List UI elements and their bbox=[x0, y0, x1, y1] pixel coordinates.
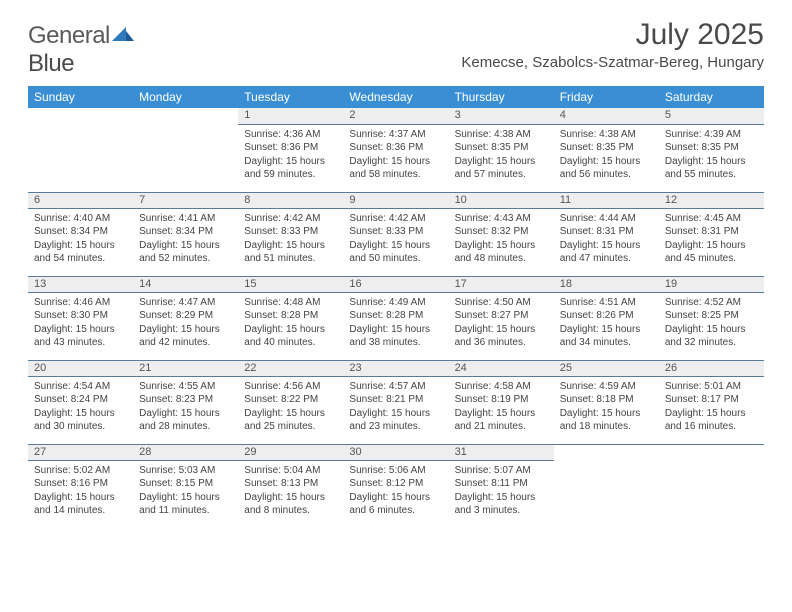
day-detail-cell: Sunrise: 4:37 AMSunset: 8:36 PMDaylight:… bbox=[343, 124, 448, 192]
day-number-cell: 5 bbox=[659, 108, 764, 124]
day-detail-cell: Sunrise: 5:06 AMSunset: 8:12 PMDaylight:… bbox=[343, 460, 448, 528]
day-detail-cell: Sunrise: 4:38 AMSunset: 8:35 PMDaylight:… bbox=[449, 124, 554, 192]
month-title: July 2025 bbox=[461, 18, 764, 52]
day-number-cell: 18 bbox=[554, 276, 659, 292]
day-detail-cell bbox=[554, 460, 659, 528]
day-number-row: 12345 bbox=[28, 108, 764, 124]
day-number-cell: 14 bbox=[133, 276, 238, 292]
calendar-table: SundayMondayTuesdayWednesdayThursdayFrid… bbox=[28, 86, 764, 528]
day-detail-cell: Sunrise: 4:42 AMSunset: 8:33 PMDaylight:… bbox=[238, 208, 343, 276]
day-detail-cell: Sunrise: 5:01 AMSunset: 8:17 PMDaylight:… bbox=[659, 376, 764, 444]
day-number-cell: 13 bbox=[28, 276, 133, 292]
day-number-row: 2728293031 bbox=[28, 444, 764, 460]
day-number-row: 13141516171819 bbox=[28, 276, 764, 292]
day-number-cell: 21 bbox=[133, 360, 238, 376]
day-number-cell: 10 bbox=[449, 192, 554, 208]
day-detail-cell: Sunrise: 4:41 AMSunset: 8:34 PMDaylight:… bbox=[133, 208, 238, 276]
logo-word2: Blue bbox=[28, 50, 74, 77]
day-number-cell bbox=[554, 444, 659, 460]
day-number-cell: 2 bbox=[343, 108, 448, 124]
day-number-cell: 16 bbox=[343, 276, 448, 292]
day-detail-cell: Sunrise: 4:44 AMSunset: 8:31 PMDaylight:… bbox=[554, 208, 659, 276]
day-of-week-row: SundayMondayTuesdayWednesdayThursdayFrid… bbox=[28, 86, 764, 108]
day-detail-cell: Sunrise: 4:56 AMSunset: 8:22 PMDaylight:… bbox=[238, 376, 343, 444]
day-number-cell: 8 bbox=[238, 192, 343, 208]
day-detail-cell: Sunrise: 5:03 AMSunset: 8:15 PMDaylight:… bbox=[133, 460, 238, 528]
day-number-cell: 29 bbox=[238, 444, 343, 460]
day-detail-cell: Sunrise: 4:38 AMSunset: 8:35 PMDaylight:… bbox=[554, 124, 659, 192]
day-number-cell bbox=[133, 108, 238, 124]
day-detail-cell: Sunrise: 4:52 AMSunset: 8:25 PMDaylight:… bbox=[659, 292, 764, 360]
day-number-cell: 3 bbox=[449, 108, 554, 124]
day-number-cell: 22 bbox=[238, 360, 343, 376]
day-number-cell: 23 bbox=[343, 360, 448, 376]
day-number-cell: 9 bbox=[343, 192, 448, 208]
day-number-cell: 12 bbox=[659, 192, 764, 208]
day-detail-cell: Sunrise: 4:47 AMSunset: 8:29 PMDaylight:… bbox=[133, 292, 238, 360]
dow-header: Sunday bbox=[28, 86, 133, 108]
day-detail-cell bbox=[659, 460, 764, 528]
day-number-row: 20212223242526 bbox=[28, 360, 764, 376]
title-block: July 2025 Kemecse, Szabolcs-Szatmar-Bere… bbox=[461, 18, 764, 71]
day-number-cell: 7 bbox=[133, 192, 238, 208]
day-detail-cell: Sunrise: 4:58 AMSunset: 8:19 PMDaylight:… bbox=[449, 376, 554, 444]
day-number-cell: 28 bbox=[133, 444, 238, 460]
dow-header: Saturday bbox=[659, 86, 764, 108]
logo-triangle-icon bbox=[112, 22, 134, 50]
day-detail-cell bbox=[133, 124, 238, 192]
day-detail-cell: Sunrise: 4:57 AMSunset: 8:21 PMDaylight:… bbox=[343, 376, 448, 444]
day-detail-cell: Sunrise: 4:55 AMSunset: 8:23 PMDaylight:… bbox=[133, 376, 238, 444]
day-number-cell: 4 bbox=[554, 108, 659, 124]
day-number-cell: 6 bbox=[28, 192, 133, 208]
day-number-cell: 30 bbox=[343, 444, 448, 460]
day-detail-cell: Sunrise: 4:49 AMSunset: 8:28 PMDaylight:… bbox=[343, 292, 448, 360]
day-detail-cell: Sunrise: 4:40 AMSunset: 8:34 PMDaylight:… bbox=[28, 208, 133, 276]
day-number-cell: 17 bbox=[449, 276, 554, 292]
day-detail-cell: Sunrise: 5:07 AMSunset: 8:11 PMDaylight:… bbox=[449, 460, 554, 528]
logo: General Blue bbox=[28, 22, 134, 78]
day-body-row: Sunrise: 4:46 AMSunset: 8:30 PMDaylight:… bbox=[28, 292, 764, 360]
dow-header: Monday bbox=[133, 86, 238, 108]
day-number-cell: 25 bbox=[554, 360, 659, 376]
day-number-cell: 24 bbox=[449, 360, 554, 376]
day-body-row: Sunrise: 4:40 AMSunset: 8:34 PMDaylight:… bbox=[28, 208, 764, 276]
day-body-row: Sunrise: 4:54 AMSunset: 8:24 PMDaylight:… bbox=[28, 376, 764, 444]
calendar-body: 12345Sunrise: 4:36 AMSunset: 8:36 PMDayl… bbox=[28, 108, 764, 528]
location: Kemecse, Szabolcs-Szatmar-Bereg, Hungary bbox=[461, 54, 764, 71]
day-detail-cell: Sunrise: 4:43 AMSunset: 8:32 PMDaylight:… bbox=[449, 208, 554, 276]
day-detail-cell: Sunrise: 4:51 AMSunset: 8:26 PMDaylight:… bbox=[554, 292, 659, 360]
day-number-cell: 19 bbox=[659, 276, 764, 292]
day-detail-cell: Sunrise: 4:45 AMSunset: 8:31 PMDaylight:… bbox=[659, 208, 764, 276]
dow-header: Friday bbox=[554, 86, 659, 108]
day-detail-cell: Sunrise: 4:46 AMSunset: 8:30 PMDaylight:… bbox=[28, 292, 133, 360]
day-number-cell: 1 bbox=[238, 108, 343, 124]
day-number-cell: 15 bbox=[238, 276, 343, 292]
logo-text: General Blue bbox=[28, 22, 134, 78]
day-detail-cell: Sunrise: 4:36 AMSunset: 8:36 PMDaylight:… bbox=[238, 124, 343, 192]
dow-header: Tuesday bbox=[238, 86, 343, 108]
day-number-cell: 27 bbox=[28, 444, 133, 460]
day-detail-cell: Sunrise: 4:39 AMSunset: 8:35 PMDaylight:… bbox=[659, 124, 764, 192]
day-number-cell: 20 bbox=[28, 360, 133, 376]
day-body-row: Sunrise: 4:36 AMSunset: 8:36 PMDaylight:… bbox=[28, 124, 764, 192]
dow-header: Wednesday bbox=[343, 86, 448, 108]
day-number-cell bbox=[659, 444, 764, 460]
header: General Blue July 2025 Kemecse, Szabolcs… bbox=[28, 18, 764, 78]
day-detail-cell: Sunrise: 4:50 AMSunset: 8:27 PMDaylight:… bbox=[449, 292, 554, 360]
day-detail-cell: Sunrise: 4:48 AMSunset: 8:28 PMDaylight:… bbox=[238, 292, 343, 360]
day-number-cell: 26 bbox=[659, 360, 764, 376]
logo-word1: General bbox=[28, 22, 110, 49]
day-number-row: 6789101112 bbox=[28, 192, 764, 208]
day-detail-cell: Sunrise: 5:04 AMSunset: 8:13 PMDaylight:… bbox=[238, 460, 343, 528]
day-number-cell: 31 bbox=[449, 444, 554, 460]
day-detail-cell: Sunrise: 5:02 AMSunset: 8:16 PMDaylight:… bbox=[28, 460, 133, 528]
day-body-row: Sunrise: 5:02 AMSunset: 8:16 PMDaylight:… bbox=[28, 460, 764, 528]
day-detail-cell bbox=[28, 124, 133, 192]
dow-header: Thursday bbox=[449, 86, 554, 108]
day-detail-cell: Sunrise: 4:42 AMSunset: 8:33 PMDaylight:… bbox=[343, 208, 448, 276]
day-number-cell: 11 bbox=[554, 192, 659, 208]
day-detail-cell: Sunrise: 4:54 AMSunset: 8:24 PMDaylight:… bbox=[28, 376, 133, 444]
day-detail-cell: Sunrise: 4:59 AMSunset: 8:18 PMDaylight:… bbox=[554, 376, 659, 444]
day-number-cell bbox=[28, 108, 133, 124]
